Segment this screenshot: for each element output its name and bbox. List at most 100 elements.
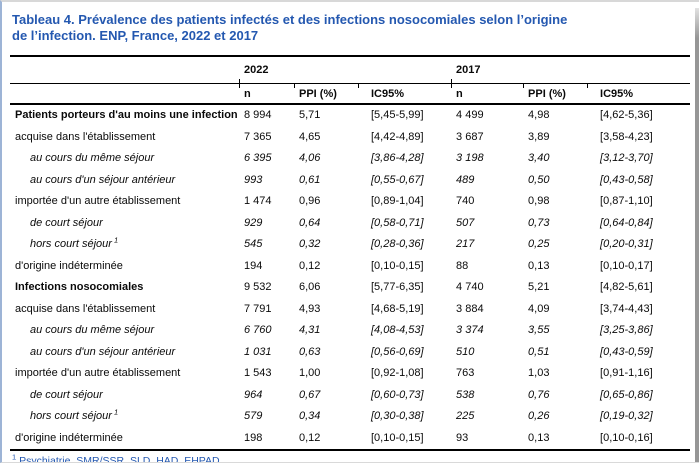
cell-n-2022: 964 <box>244 388 263 401</box>
cell-n-2022: 6 760 <box>244 324 272 336</box>
cell-ic95-2017: [3,74-4,43] <box>600 302 653 315</box>
prevalence-table: 2022 2017 n PPI (%) IC95% n PPI (%) IC95% Pat… <box>10 55 691 451</box>
cell-ppi-2017: 1,03 <box>528 367 550 379</box>
table-title: Tableau 4. Prévalence des patients infec… <box>2 2 699 44</box>
cell-ic95-2017: [0,65-0,86] <box>600 388 653 401</box>
table-row: au cours d'un séjour antérieur 993 0,61 [0,… <box>10 170 690 192</box>
column-header-2017-ic95: IC95% <box>587 83 691 105</box>
cell-ppi-2022: 4,06 <box>299 152 321 164</box>
cell-ppi-2017: 3,55 <box>528 324 550 336</box>
cell-ic95-2017: [0,19-0,32] <box>600 410 653 422</box>
cell-n-2017: 507 <box>456 216 475 229</box>
cell-ic95-2022: [4,08-4,53] <box>371 324 424 336</box>
table-row: acquise dans l'établissement 7 791 4,93 [4,… <box>10 299 690 321</box>
row-label: importée d'un autre établissement <box>15 195 181 207</box>
cell-n-2022: 579 <box>244 410 263 422</box>
cell-n-2022: 9 532 <box>244 281 272 293</box>
cell-n-2022: 993 <box>244 173 263 186</box>
cell-n-2022: 7 791 <box>244 302 272 315</box>
cell-n-2017: 538 <box>456 388 475 401</box>
cell-ppi-2017: 0,13 <box>528 259 550 272</box>
table-row: Infections nosocomiales 9 532 6,06 [5,77-6,… <box>10 277 690 299</box>
footnote: 1 Psychiatrie, SMR/SSR, SLD, HAD, EHPAD <box>12 453 699 462</box>
cell-n-2017: 489 <box>456 173 475 186</box>
cell-ppi-2022: 0,67 <box>299 388 321 401</box>
cell-n-2022: 1 031 <box>244 345 272 358</box>
column-header-2022-ppi: PPI (%) <box>294 83 358 105</box>
cell-ppi-2022: 0,96 <box>299 195 321 207</box>
row-label: Patients porteurs d'au moins une infecti… <box>15 109 238 121</box>
year-header-spacer <box>10 55 239 84</box>
cell-ppi-2022: 0,61 <box>299 173 321 186</box>
row-label: au cours du même séjour <box>30 152 155 164</box>
cell-ic95-2022: [5,45-5,99] <box>371 109 424 121</box>
cell-ic95-2022: [4,42-4,89] <box>371 130 424 143</box>
row-label: hors court séjour 1 <box>30 407 119 422</box>
cell-ppi-2022: 6,06 <box>299 281 321 293</box>
cell-n-2022: 8 994 <box>244 109 272 121</box>
cell-ic95-2017: [3,58-4,23] <box>600 130 653 143</box>
footnote-reference: 1 <box>111 407 119 417</box>
cell-ic95-2022: [0,58-0,71] <box>371 216 424 229</box>
cell-n-2017: 3 687 <box>456 130 484 143</box>
table-row: de court séjour 929 0,64 [0,58-0,71] 507 0,73… <box>10 213 690 235</box>
row-label: d'origine indéterminée <box>10 427 239 451</box>
table-row: au cours du même séjour 6 395 4,06 [3,86-4,… <box>10 148 690 170</box>
table-row: d'origine indéterminée 198 0,12 [0,10-0,15]… <box>10 427 691 451</box>
cell-ppi-2022: 0,12 <box>299 259 321 272</box>
cell-n-2022: 198 <box>239 427 294 451</box>
cell-ic95-2017: [0,20-0,31] <box>600 238 653 250</box>
cell-ppi-2017: 3,89 <box>528 130 550 143</box>
row-label: d'origine indéterminée <box>15 259 123 272</box>
cell-ppi-2017: 0,76 <box>528 388 550 401</box>
cell-ppi-2022: 0,32 <box>299 238 321 250</box>
row-label: au cours d'un séjour antérieur <box>30 345 176 358</box>
column-header-spacer <box>10 83 239 105</box>
cell-ppi-2022: 1,00 <box>299 367 321 379</box>
year-header-2022: 2022 <box>239 55 452 84</box>
cell-n-2022: 194 <box>244 259 263 272</box>
table-row: hors court séjour 1 579 0,34 [0,30-0,38] 225… <box>10 406 690 428</box>
cell-n-2017: 510 <box>456 345 475 358</box>
column-header-2022-ic95: IC95% <box>358 83 452 105</box>
table-row: importée d'un autre établissement 1 543 1,… <box>10 363 690 385</box>
table-title-line2: de l’infection. ENP, France, 2022 et 201… <box>12 28 259 43</box>
row-label: de court séjour <box>30 388 103 401</box>
cell-ic95-2022: [3,86-4,28] <box>371 152 424 164</box>
cell-n-2022: 7 365 <box>244 130 272 143</box>
cell-ic95-2022: [0,92-1,08] <box>371 367 424 379</box>
cell-ic95-2017: [0,64-0,84] <box>600 216 653 229</box>
cell-ppi-2017: 4,98 <box>528 109 550 121</box>
page-edge-shadow <box>695 8 699 462</box>
cell-n-2022: 1 474 <box>244 195 272 207</box>
cell-ic95-2017: [0,10-0,16] <box>587 427 691 451</box>
cell-ic95-2022: [0,28-0,36] <box>371 238 424 250</box>
row-label: Infections nosocomiales <box>15 281 144 293</box>
cell-n-2022: 6 395 <box>244 152 272 164</box>
table-row: d'origine indéterminée 194 0,12 [0,10-0,15]… <box>10 256 690 278</box>
table-row: importée d'un autre établissement 1 474 0,… <box>10 191 690 213</box>
cell-ic95-2022: [0,10-0,15] <box>371 259 424 272</box>
cell-ic95-2017: [0,43-0,59] <box>600 345 653 358</box>
cell-ppi-2017: 4,09 <box>528 302 550 315</box>
footnote-reference: 1 <box>111 235 119 245</box>
cell-n-2022: 929 <box>244 216 263 229</box>
cell-ic95-2022: [0,89-1,04] <box>371 195 424 207</box>
row-label: acquise dans l'établissement <box>15 302 156 315</box>
cell-ppi-2022: 4,31 <box>299 324 321 336</box>
cell-ic95-2022: [0,60-0,73] <box>371 388 424 401</box>
table-row: hors court séjour 1 545 0,32 [0,28-0,36] 217… <box>10 234 690 256</box>
cell-ppi-2022: 0,34 <box>299 410 321 422</box>
cell-ic95-2017: [0,10-0,17] <box>600 259 653 272</box>
cell-ppi-2017: 5,21 <box>528 281 550 293</box>
cell-ic95-2022: [5,77-6,35] <box>371 281 424 293</box>
cell-ppi-2017: 0,73 <box>528 216 550 229</box>
row-label: au cours du même séjour <box>30 324 155 336</box>
cell-n-2017: 93 <box>451 427 524 451</box>
table-row: de court séjour 964 0,67 [0,60-0,73] 538 0,76… <box>10 385 690 407</box>
row-label: importée d'un autre établissement <box>15 367 181 379</box>
cell-n-2017: 217 <box>456 238 475 250</box>
cell-ic95-2022: [0,55-0,67] <box>371 173 424 186</box>
cell-n-2017: 3 198 <box>456 152 484 164</box>
